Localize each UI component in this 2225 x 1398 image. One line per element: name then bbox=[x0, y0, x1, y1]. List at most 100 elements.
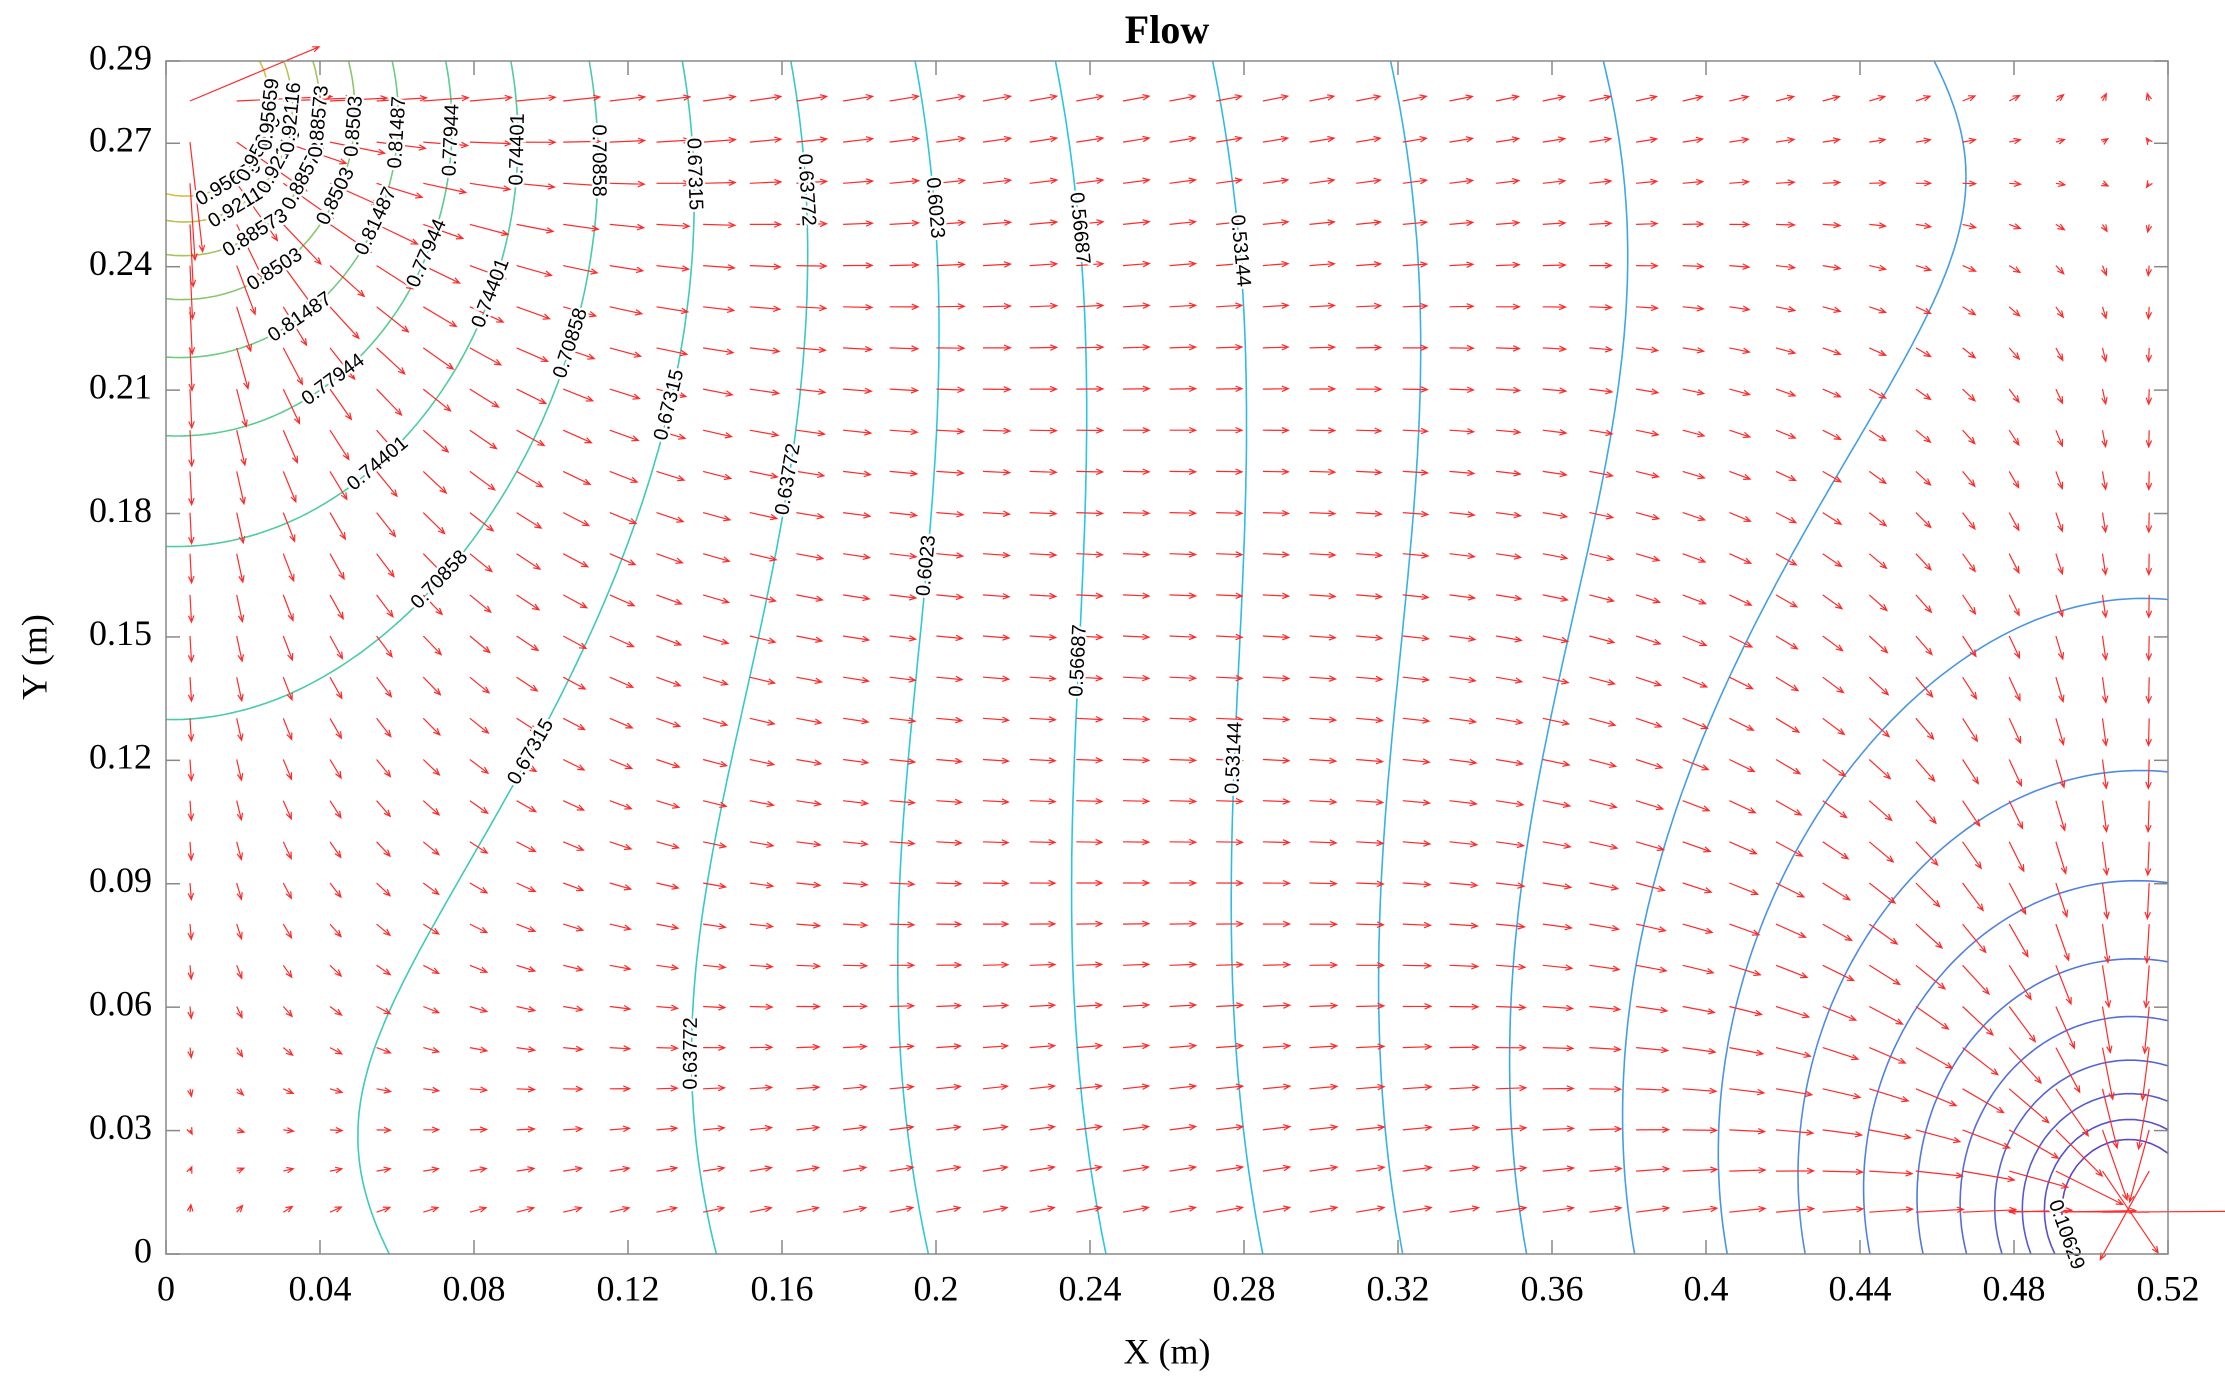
flow-arrow bbox=[1169, 302, 1198, 309]
flow-arrow bbox=[329, 635, 344, 660]
flow-arrow bbox=[2055, 1170, 2125, 1206]
flow-arrow bbox=[2101, 1129, 2129, 1202]
flow-arrow bbox=[1682, 1047, 1717, 1055]
flow-arrow bbox=[282, 594, 294, 622]
flow-arrow bbox=[1402, 717, 1431, 724]
flow-arrow bbox=[889, 470, 919, 477]
flow-arrow bbox=[936, 303, 966, 310]
y-tick-label: 0.27 bbox=[89, 120, 152, 160]
flow-arrow bbox=[1589, 1125, 1623, 1133]
flow-arrow bbox=[562, 429, 593, 444]
flow-arrow bbox=[1402, 302, 1429, 310]
flow-arrow bbox=[469, 759, 490, 775]
flow-arrow bbox=[2101, 553, 2108, 576]
flow-arrow bbox=[2055, 677, 2065, 704]
flow-arrow bbox=[703, 1125, 726, 1132]
flow-arrow bbox=[1216, 509, 1244, 517]
flow-arrow bbox=[1309, 1002, 1339, 1009]
flow-arrow bbox=[1122, 260, 1151, 268]
flow-arrow bbox=[516, 553, 542, 570]
flow-arrow bbox=[1449, 676, 1477, 684]
flow-arrow bbox=[1029, 961, 1057, 968]
flow-arrow bbox=[796, 1043, 821, 1051]
flow-arrow bbox=[1822, 470, 1843, 483]
flow-arrow bbox=[1169, 1124, 1198, 1131]
flow-arrow bbox=[749, 429, 780, 438]
flow-arrow bbox=[2055, 1088, 2090, 1137]
flow-arrow bbox=[1636, 178, 1659, 186]
flow-arrow bbox=[1262, 920, 1292, 928]
flow-arrow bbox=[1962, 1047, 2000, 1076]
flow-arrow bbox=[1962, 635, 1977, 658]
flow-arrow bbox=[562, 553, 590, 568]
flow-arrow bbox=[2055, 512, 2064, 533]
flow-arrow bbox=[1169, 509, 1198, 517]
flow-arrow bbox=[282, 265, 314, 307]
flow-arrow bbox=[2055, 306, 2065, 319]
flow-arrow bbox=[1682, 512, 1707, 522]
flow-arrow bbox=[1029, 1002, 1057, 1009]
flow-arrow bbox=[1915, 512, 1932, 529]
flow-arrow bbox=[422, 759, 441, 776]
flow-arrow bbox=[1496, 261, 1521, 269]
flow-arrow bbox=[283, 1166, 295, 1174]
flow-arrow bbox=[2008, 800, 2024, 830]
y-tick-label: 0 bbox=[134, 1230, 152, 1270]
flow-arrow bbox=[1962, 1006, 1995, 1036]
flow-arrow bbox=[1542, 136, 1567, 143]
flow-arrow bbox=[2008, 265, 2022, 274]
flow-arrow bbox=[1076, 879, 1104, 887]
flow-arrow bbox=[1402, 921, 1433, 929]
flow-arrow bbox=[796, 1124, 821, 1132]
flow-arrow bbox=[1169, 920, 1198, 928]
flow-arrow bbox=[1636, 1126, 1671, 1133]
flow-arrow bbox=[1682, 800, 1711, 812]
flow-arrow bbox=[282, 923, 293, 940]
flow-arrow bbox=[516, 347, 550, 363]
flow-arrow bbox=[1542, 1004, 1575, 1012]
flow-arrow bbox=[1402, 94, 1428, 102]
flow-arrow bbox=[1542, 594, 1569, 602]
flow-arrow bbox=[1635, 553, 1661, 562]
flow-arrow bbox=[1729, 758, 1756, 773]
contour-line bbox=[1717, 597, 2169, 1255]
flow-arrow bbox=[1122, 135, 1151, 143]
flow-arrow bbox=[329, 182, 380, 206]
flow-arrow bbox=[656, 800, 681, 809]
flow-arrow bbox=[609, 137, 647, 145]
flow-arrow bbox=[796, 388, 827, 395]
flow-arrow bbox=[1076, 302, 1105, 310]
flow-arrow bbox=[2143, 924, 2151, 965]
flow-arrow bbox=[656, 1125, 679, 1132]
flow-arrow bbox=[749, 758, 776, 767]
flow-arrow bbox=[609, 964, 632, 972]
flow-arrow bbox=[1962, 1206, 2018, 1214]
x-tick-label: 0.28 bbox=[1213, 1268, 1276, 1308]
flow-arrow bbox=[2055, 180, 2067, 187]
flow-arrow bbox=[563, 1005, 584, 1012]
flow-arrow bbox=[1635, 882, 1666, 892]
flow-arrow bbox=[1169, 551, 1198, 558]
flow-arrow bbox=[1868, 594, 1889, 612]
flow-arrow bbox=[1729, 94, 1750, 102]
flow-arrow bbox=[2145, 92, 2152, 102]
flow-arrow bbox=[749, 1044, 774, 1051]
flow-arrow bbox=[2101, 800, 2109, 833]
flow-arrow bbox=[843, 1043, 868, 1051]
flow-arrow bbox=[1402, 510, 1430, 518]
flow-arrow bbox=[1495, 94, 1520, 102]
flow-arrow bbox=[1356, 880, 1385, 888]
flow-arrow bbox=[2055, 718, 2065, 747]
flow-arrow bbox=[423, 182, 468, 195]
flow-arrow bbox=[1309, 510, 1337, 517]
flow-arrow bbox=[563, 1165, 584, 1173]
flow-arrow bbox=[469, 635, 491, 654]
flow-arrow bbox=[889, 552, 918, 560]
flow-arrow bbox=[1402, 1084, 1433, 1091]
flow-arrow bbox=[656, 964, 680, 971]
flow-arrow bbox=[1449, 962, 1480, 970]
flow-arrow bbox=[422, 429, 450, 454]
flow-arrow bbox=[189, 183, 198, 262]
flow-arrow bbox=[1356, 675, 1384, 683]
flow-arrow bbox=[796, 594, 824, 602]
